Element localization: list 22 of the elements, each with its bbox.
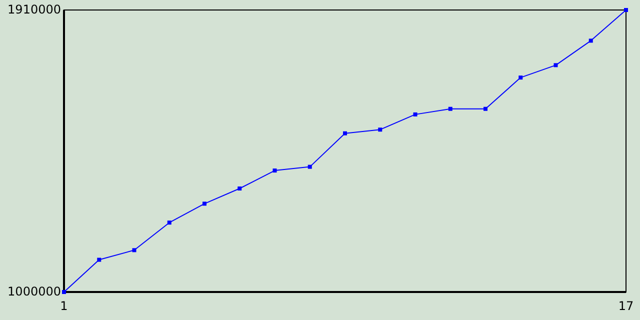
point bbox=[624, 8, 628, 12]
point bbox=[62, 290, 66, 294]
point bbox=[132, 248, 136, 252]
point bbox=[588, 38, 593, 43]
y-tick-label: 1910000 bbox=[8, 2, 61, 16]
point bbox=[518, 76, 523, 80]
point bbox=[97, 258, 102, 262]
point bbox=[448, 106, 452, 111]
point bbox=[308, 164, 312, 169]
point bbox=[272, 168, 277, 173]
x-tick-label: 17 bbox=[618, 299, 634, 313]
point bbox=[343, 131, 347, 136]
point bbox=[413, 112, 418, 116]
point bbox=[484, 106, 488, 111]
y-tick-label: 1000000 bbox=[8, 284, 61, 298]
point bbox=[554, 63, 558, 68]
point bbox=[378, 128, 382, 132]
point bbox=[167, 220, 172, 225]
line-series bbox=[62, 8, 628, 294]
point bbox=[238, 186, 242, 190]
x-tick-label: 1 bbox=[60, 299, 68, 313]
point bbox=[202, 202, 206, 206]
